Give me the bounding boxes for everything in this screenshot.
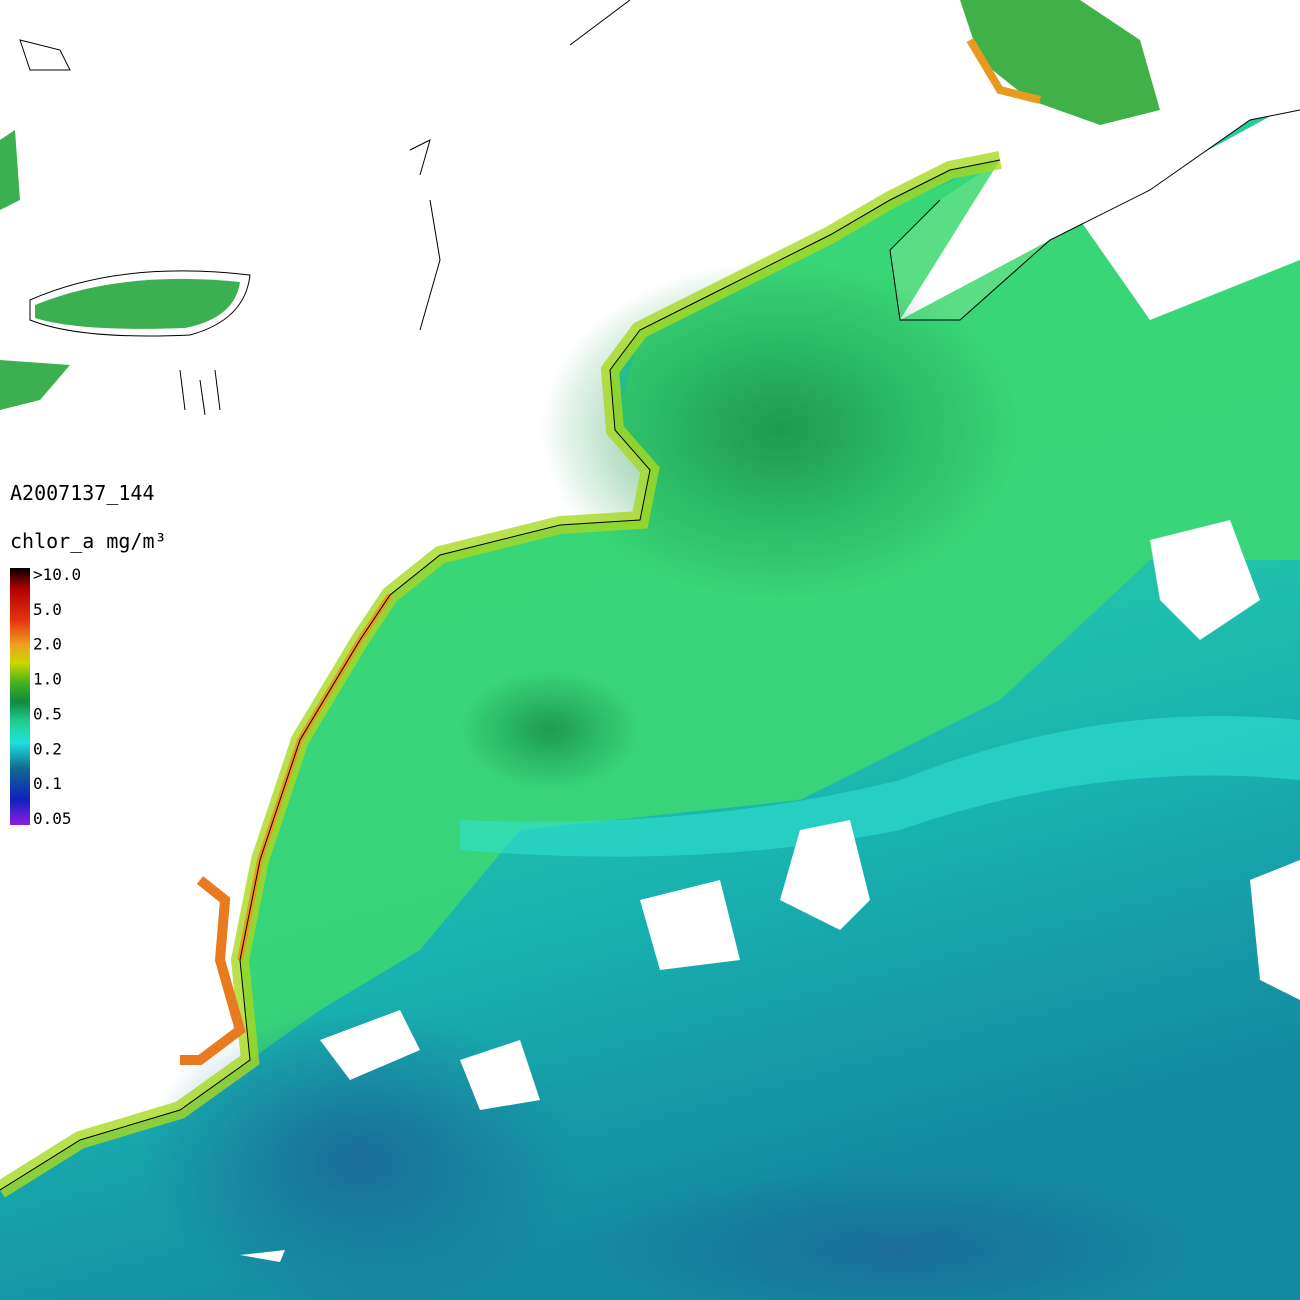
clouds — [240, 100, 1300, 1262]
legend-label: 2.0 — [33, 635, 62, 654]
legend-label: 0.5 — [33, 704, 62, 723]
color-bar — [10, 568, 30, 825]
legend-label: 5.0 — [33, 600, 62, 619]
legend-title: chlor_a mg/m³ — [10, 529, 167, 553]
legend-label: 0.05 — [33, 809, 72, 828]
legend-label: 0.2 — [33, 739, 62, 758]
granule-id: A2007137_144 — [10, 481, 155, 505]
legend-label: >10.0 — [33, 565, 81, 584]
legend-label: 1.0 — [33, 670, 62, 689]
coastline — [0, 0, 1300, 1191]
land-fill — [0, 0, 1160, 410]
legend-labels: >10.0 5.0 2.0 1.0 0.5 0.2 0.1 0.05 — [33, 565, 81, 828]
legend-label: 0.1 — [33, 774, 62, 793]
